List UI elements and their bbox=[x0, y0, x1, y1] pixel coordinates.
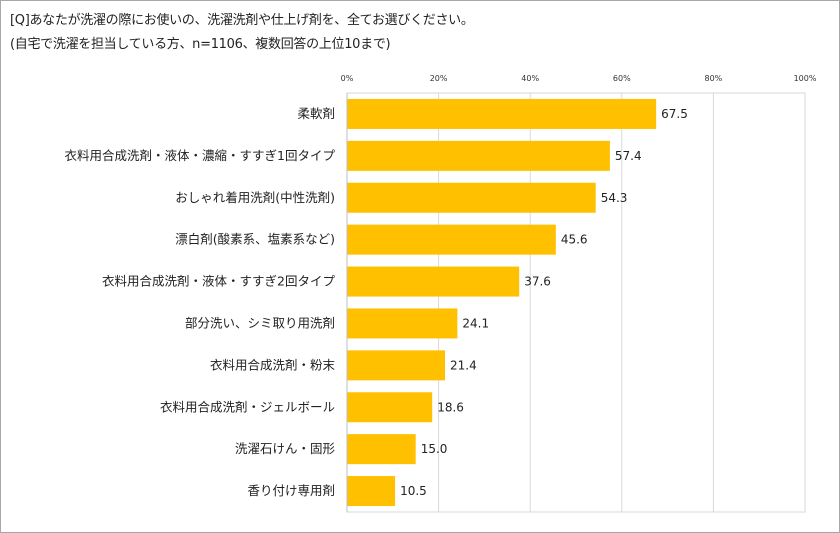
bar bbox=[347, 350, 446, 381]
x-tick-label: 0% bbox=[341, 74, 354, 83]
x-tick-label: 20% bbox=[430, 74, 448, 83]
x-tick-label: 60% bbox=[613, 74, 631, 83]
chart-title: [Q]あなたが洗濯の際にお使いの、洗濯洗剤や仕上げ剤を、全てお選びください。 bbox=[10, 13, 474, 28]
data-label: 21.4 bbox=[450, 358, 477, 372]
data-label: 37.6 bbox=[524, 275, 551, 289]
category-label: 衣料用合成洗剤・粉末 bbox=[210, 357, 336, 372]
data-label: 45.6 bbox=[561, 233, 588, 247]
data-label: 54.3 bbox=[601, 191, 628, 205]
chart-subtitle: (自宅で洗濯を担当している方、n=1106、複数回答の上位10まで) bbox=[10, 37, 391, 52]
category-label: 柔軟剤 bbox=[297, 106, 335, 121]
x-tick-label: 80% bbox=[705, 74, 723, 83]
data-label: 18.6 bbox=[437, 400, 464, 414]
bar bbox=[347, 434, 416, 465]
data-label: 15.0 bbox=[421, 442, 448, 456]
bar bbox=[347, 476, 396, 507]
category-label: 衣料用合成洗剤・液体・すすぎ2回タイプ bbox=[102, 274, 335, 289]
data-label: 10.5 bbox=[400, 484, 427, 498]
category-label: 部分洗い、シミ取り用洗剤 bbox=[185, 315, 335, 330]
bar bbox=[347, 182, 596, 213]
data-label: 57.4 bbox=[615, 149, 642, 163]
bar bbox=[347, 140, 610, 171]
bar bbox=[347, 392, 433, 423]
category-label: 漂白剤(酸素系、塩素系など) bbox=[175, 232, 335, 247]
bar bbox=[347, 98, 657, 129]
category-label: 衣料用合成洗剤・液体・濃縮・すすぎ1回タイプ bbox=[65, 148, 336, 163]
data-label: 24.1 bbox=[462, 316, 489, 330]
x-tick-label: 100% bbox=[794, 74, 817, 83]
category-label: 香り付け専用剤 bbox=[247, 483, 335, 498]
category-label: 衣料用合成洗剤・ジェルボール bbox=[160, 399, 335, 414]
category-label: おしゃれ着用洗剤(中性洗剤) bbox=[175, 190, 335, 205]
data-label: 67.5 bbox=[661, 107, 688, 121]
bar bbox=[347, 308, 458, 339]
bar bbox=[347, 224, 556, 255]
x-tick-label: 40% bbox=[521, 74, 539, 83]
bar bbox=[347, 266, 520, 297]
category-label: 洗濯石けん・固形 bbox=[235, 441, 336, 456]
